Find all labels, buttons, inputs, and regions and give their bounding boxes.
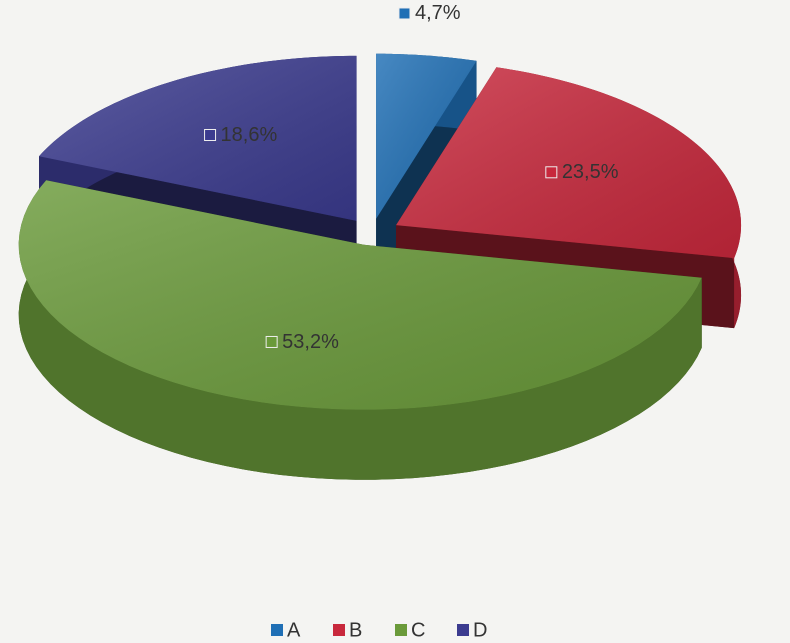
slice-sheen <box>39 55 357 221</box>
legend-label: C <box>411 619 425 641</box>
slice-rim <box>18 180 702 480</box>
slice-sheen <box>18 180 702 410</box>
slice <box>18 180 702 480</box>
slice-sheen <box>396 67 742 259</box>
legend-swatch <box>271 624 283 636</box>
legend-label: D <box>473 619 487 641</box>
data-label: 23,5% <box>562 161 619 183</box>
slice-sheen <box>376 53 477 219</box>
data-label: 4,7% <box>415 2 461 24</box>
legend-label: A <box>287 619 301 641</box>
label-marker <box>204 129 217 142</box>
legend-swatch <box>333 624 345 636</box>
legend-swatch <box>457 624 469 636</box>
label-marker <box>265 335 278 348</box>
label-marker <box>398 7 411 20</box>
legend-label: B <box>349 619 362 641</box>
label-marker <box>545 166 558 179</box>
data-label: 18,6% <box>221 124 278 146</box>
legend-swatch <box>395 624 407 636</box>
data-label: 53,2% <box>282 331 339 353</box>
